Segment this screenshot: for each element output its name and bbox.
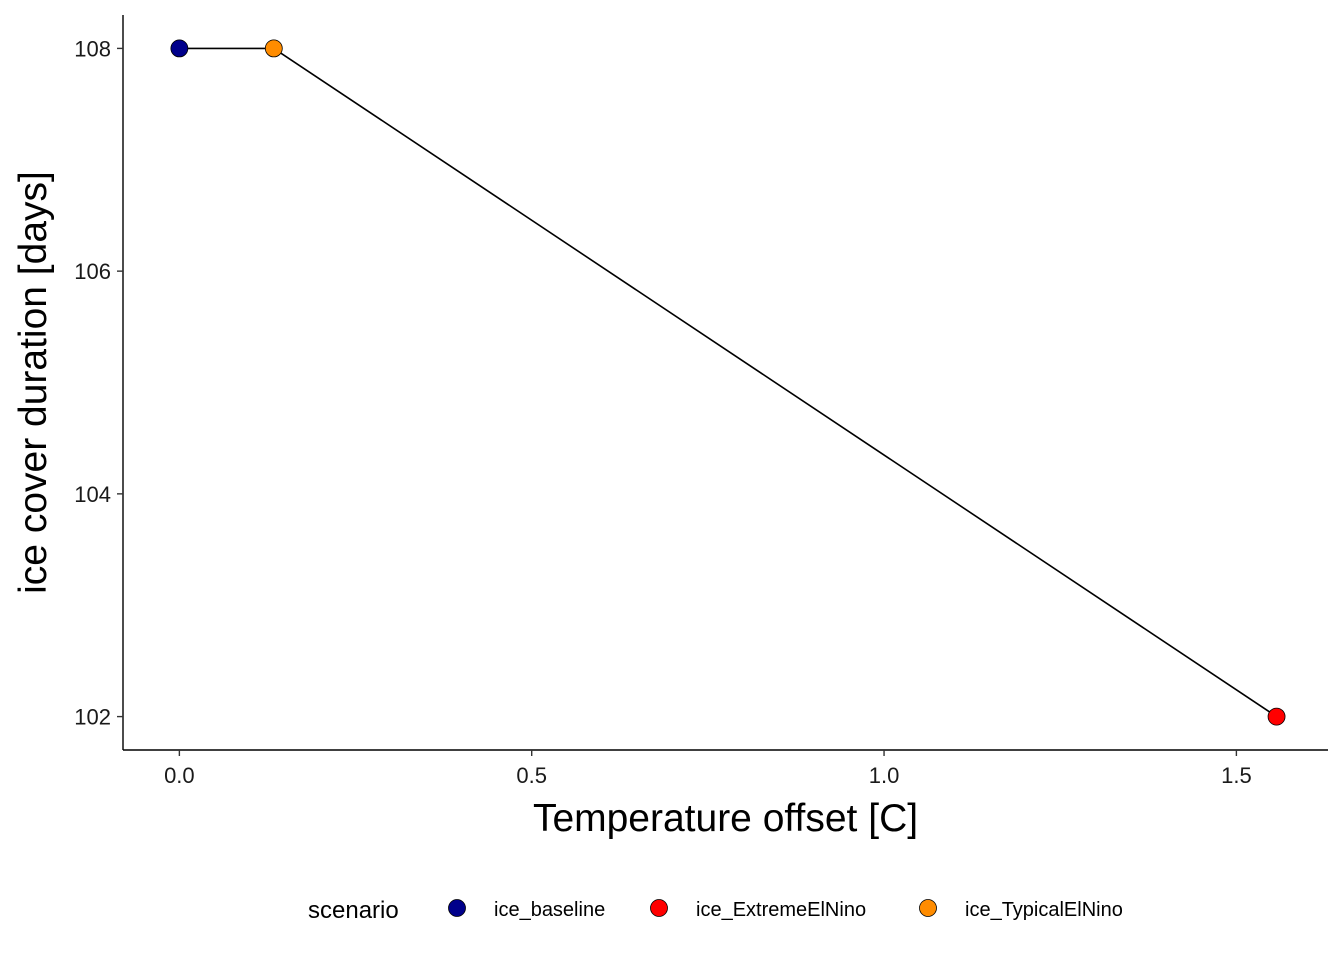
- y-axis-title: ice cover duration [days]: [12, 171, 55, 594]
- y-tick-label: 104: [74, 482, 111, 507]
- y-tick-label: 102: [74, 705, 111, 730]
- axes: [122, 15, 1328, 751]
- y-axis-ticks: 102 104 106 108: [74, 36, 123, 730]
- data-point-ice-typicalelnino: [264, 39, 283, 58]
- legend-key-ice-extremeelnino: [650, 899, 668, 917]
- legend-title: scenario: [308, 897, 399, 924]
- legend-key-ice-typicalelnino: [919, 899, 937, 917]
- y-tick-label: 108: [74, 36, 111, 61]
- x-tick-label: 0.0: [164, 763, 195, 788]
- legend-key-ice-baseline: [448, 899, 466, 917]
- series-line: [179, 47, 1278, 718]
- legend-label-ice-extremeelnino: ice_ExtremeElNino: [696, 899, 866, 921]
- legend-label-ice-typicalelnino: ice_TypicalElNino: [965, 899, 1123, 921]
- y-tick-label: 106: [74, 259, 111, 284]
- x-tick-label: 1.5: [1221, 763, 1252, 788]
- data-point-ice-baseline: [170, 39, 189, 58]
- x-tick-label: 1.0: [869, 763, 900, 788]
- legend-label-ice-baseline: ice_baseline: [494, 899, 605, 921]
- x-tick-label: 0.5: [516, 763, 547, 788]
- series-lines: [179, 47, 1278, 718]
- data-points: [170, 39, 1286, 726]
- legend: scenario ice_baseline ice_ExtremeElNino ic…: [308, 897, 1123, 924]
- x-axis-ticks: 0.0 0.5 1.0 1.5: [164, 750, 1252, 788]
- data-point-ice-extremeelnino: [1267, 707, 1286, 726]
- x-axis-title: Temperature offset [C]: [533, 797, 918, 840]
